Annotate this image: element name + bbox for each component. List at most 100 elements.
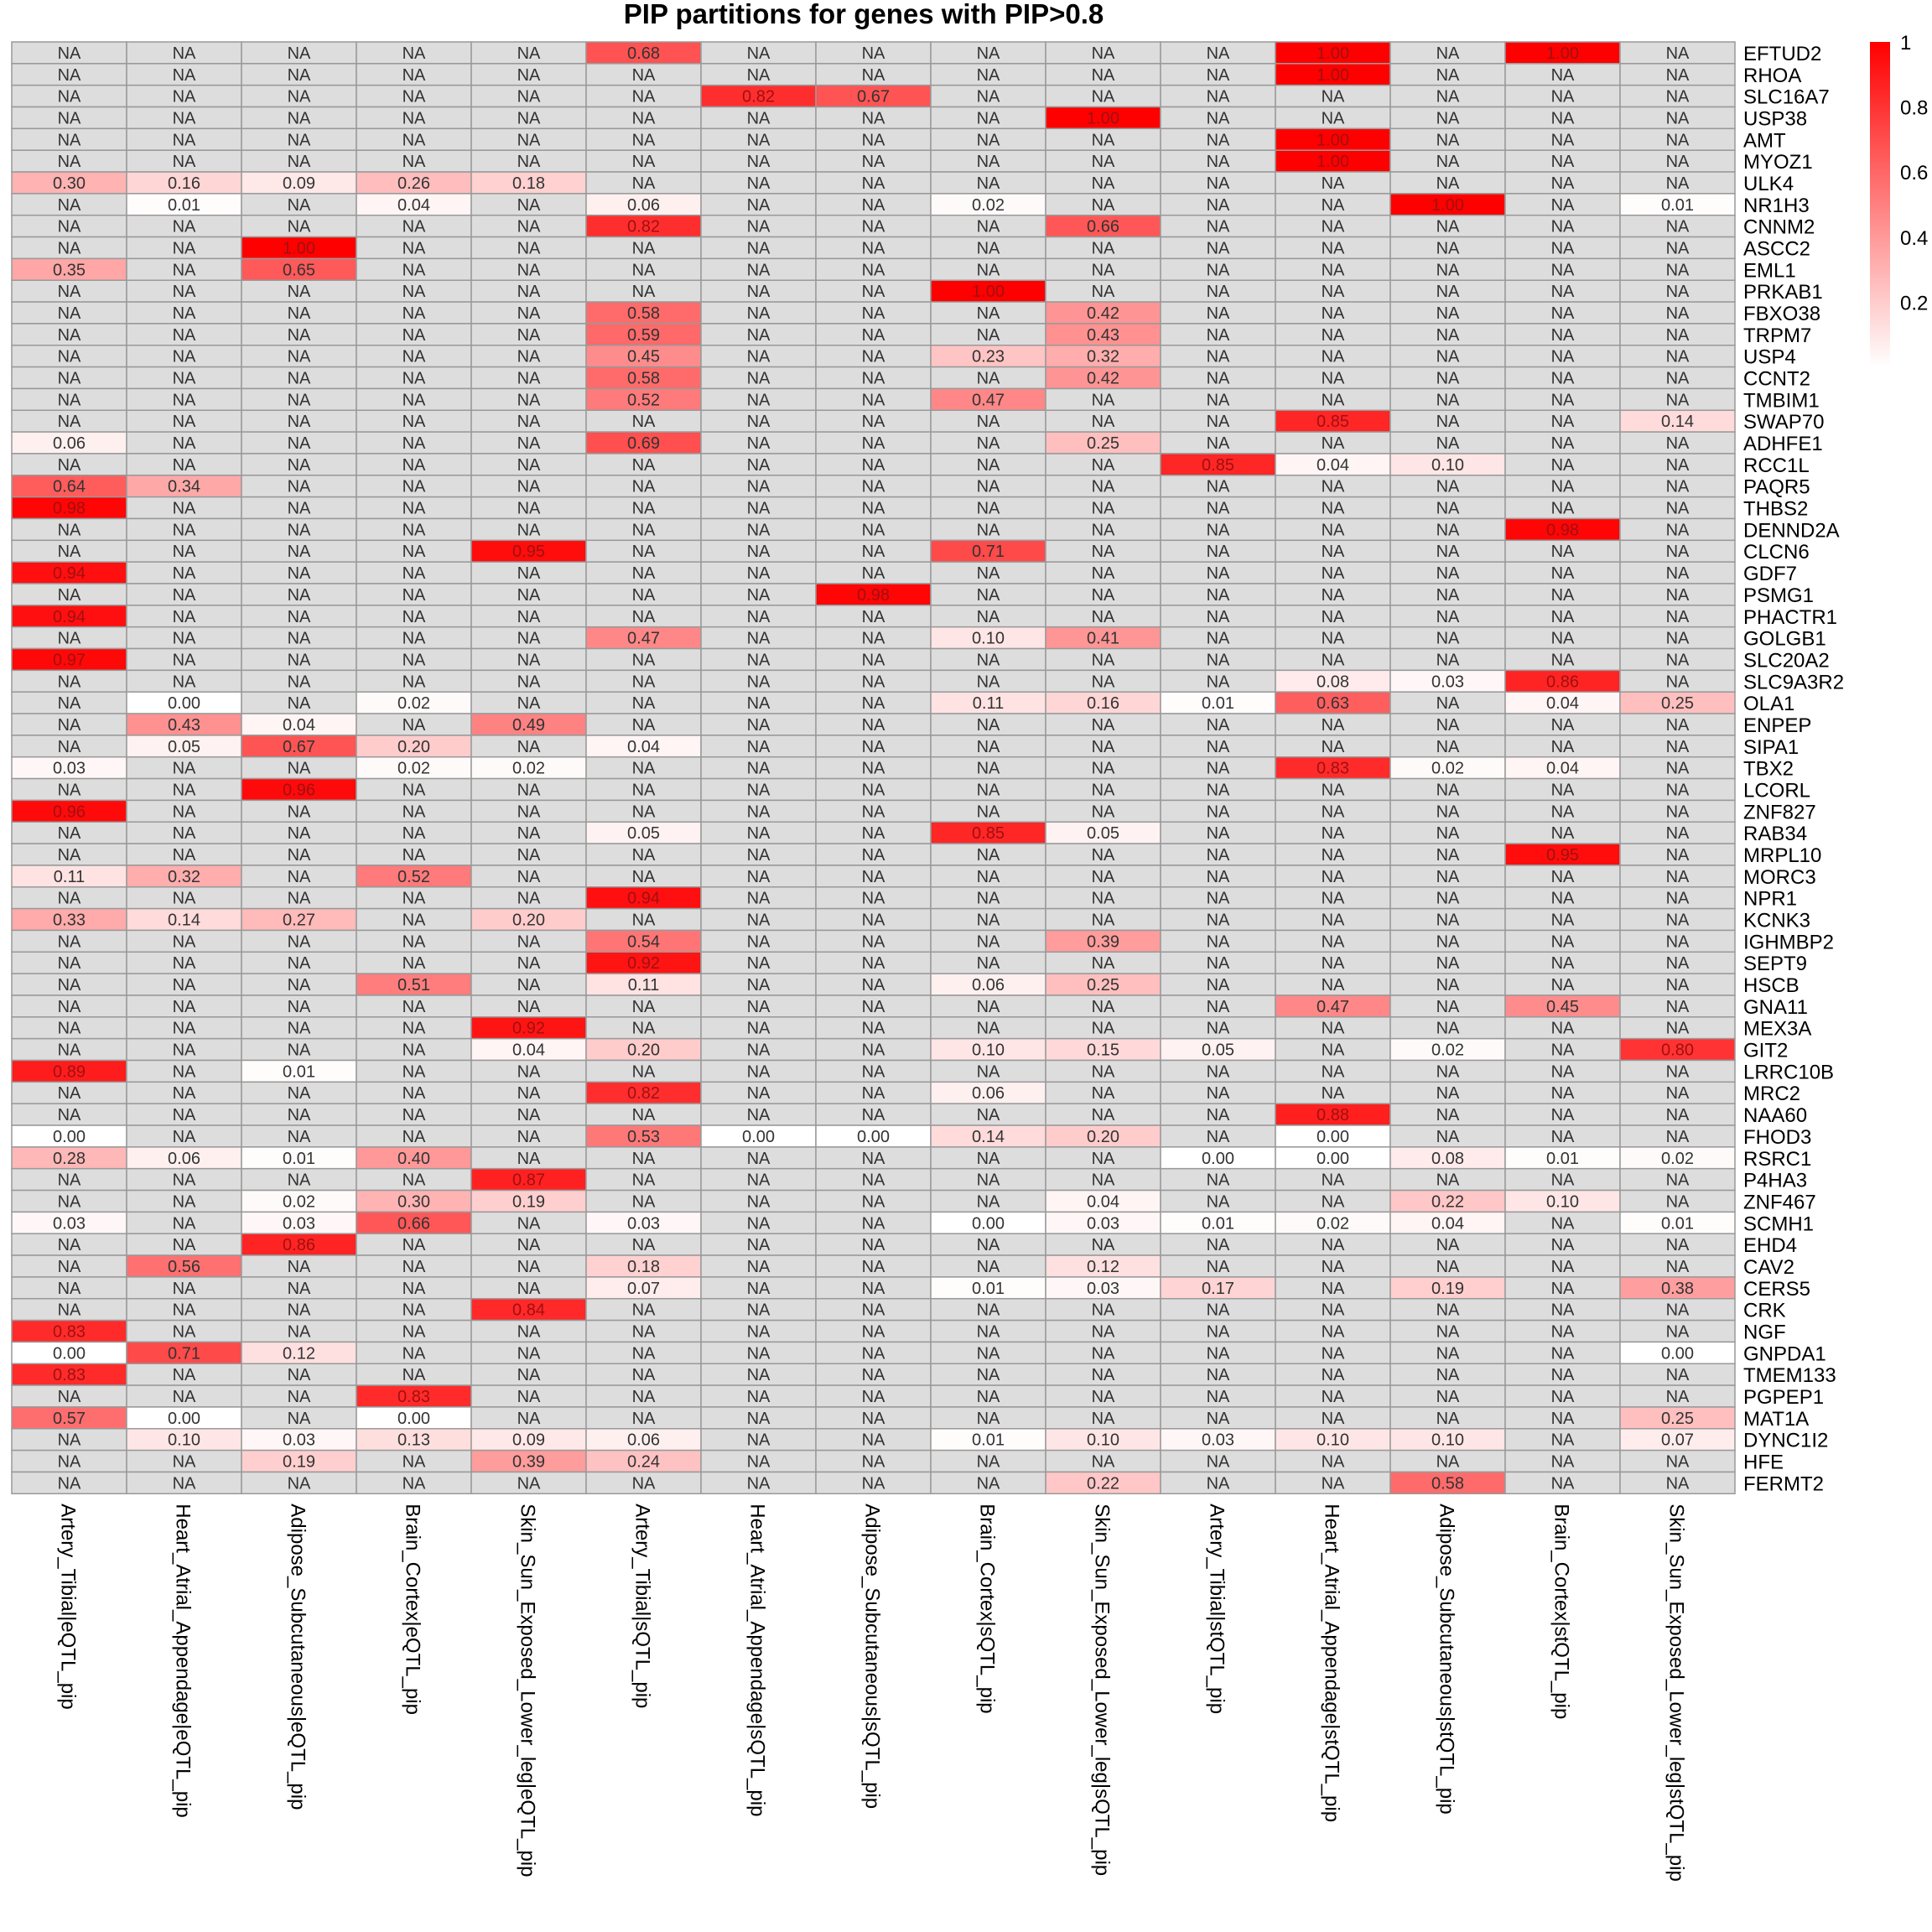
cell-value-label: NA bbox=[1322, 781, 1345, 799]
heatmap-cell bbox=[356, 1254, 472, 1278]
row-label: MRC2 bbox=[1743, 1083, 1800, 1105]
heatmap-cell bbox=[815, 409, 932, 433]
cell-value-label: NA bbox=[1666, 564, 1690, 583]
heatmap-cell bbox=[1504, 1124, 1621, 1148]
cell-value-label: NA bbox=[173, 1192, 196, 1211]
cell-value-label: NA bbox=[173, 932, 196, 951]
cell-value-label: NA bbox=[1092, 239, 1115, 257]
heatmap-cell bbox=[700, 387, 817, 412]
heatmap-cell bbox=[1619, 1233, 1736, 1256]
heatmap-cell bbox=[930, 1297, 1046, 1322]
cell-value-label: NA bbox=[862, 196, 886, 215]
cell-value-label: NA bbox=[1436, 630, 1460, 648]
heatmap-cell bbox=[1619, 301, 1736, 325]
cell-value-label: 0.11 bbox=[54, 868, 85, 886]
cell-value-label: NA bbox=[1436, 781, 1460, 799]
heatmap-cell bbox=[126, 756, 242, 780]
cell-value-label: NA bbox=[1436, 543, 1460, 561]
cell-value-label: NA bbox=[173, 586, 196, 605]
cell-value-label: NA bbox=[58, 370, 81, 388]
cell-value-label: NA bbox=[288, 1106, 311, 1124]
cell-value-label: NA bbox=[58, 1171, 81, 1190]
cell-value-label: NA bbox=[58, 694, 81, 713]
cell-value-label: NA bbox=[58, 586, 81, 605]
cell-value-label: NA bbox=[1551, 1106, 1575, 1124]
cell-value-label: NA bbox=[173, 131, 196, 149]
cell-value-label: NA bbox=[1436, 716, 1460, 735]
row-label: RHOA bbox=[1743, 65, 1801, 87]
cell-value-label: 0.05 bbox=[1202, 1041, 1234, 1060]
heatmap-cell bbox=[1389, 1124, 1506, 1148]
cell-value-label: NA bbox=[1551, 391, 1575, 409]
cell-value-label: NA bbox=[747, 1280, 771, 1298]
cell-value-label: NA bbox=[1666, 932, 1690, 951]
heatmap-cell bbox=[126, 323, 242, 346]
cell-value-label: NA bbox=[402, 88, 426, 106]
row-label: PSMG1 bbox=[1743, 584, 1814, 607]
heatmap-cell bbox=[700, 1428, 817, 1452]
cell-value-label: NA bbox=[1322, 391, 1345, 409]
heatmap-cell bbox=[241, 496, 357, 520]
heatmap-cell bbox=[930, 691, 1046, 714]
cell-value-label: NA bbox=[1666, 218, 1690, 236]
heatmap-cell bbox=[241, 1449, 357, 1473]
cell-value-label: NA bbox=[1436, 131, 1460, 149]
heatmap-cell bbox=[241, 106, 357, 130]
cell-value-label: NA bbox=[1322, 478, 1345, 496]
heatmap-cell bbox=[1389, 1254, 1506, 1278]
cell-value-label: NA bbox=[1436, 174, 1460, 193]
heatmap-cell bbox=[11, 214, 127, 238]
cell-value-label: NA bbox=[747, 846, 771, 865]
cell-value-label: NA bbox=[632, 1410, 656, 1428]
cell-value-label: NA bbox=[1207, 781, 1230, 799]
cell-value-label: NA bbox=[517, 1236, 541, 1254]
cell-value-label: NA bbox=[977, 1453, 1000, 1472]
cell-value-label: NA bbox=[747, 1453, 771, 1472]
cell-value-label: NA bbox=[402, 564, 426, 583]
cell-value-label: 0.95 bbox=[1546, 846, 1579, 865]
row-label: LCORL bbox=[1743, 779, 1810, 802]
heatmap-cell bbox=[241, 735, 357, 758]
cell-value-label: NA bbox=[517, 283, 541, 301]
heatmap-cell bbox=[1504, 1081, 1621, 1104]
row-label: CCNT2 bbox=[1743, 368, 1810, 391]
cell-value-label: NA bbox=[1666, 1106, 1690, 1124]
row-label: GNA11 bbox=[1743, 996, 1808, 1019]
cell-value-label: NA bbox=[288, 88, 311, 106]
cell-value-label: NA bbox=[977, 1366, 1000, 1384]
heatmap-cell bbox=[1045, 626, 1161, 650]
cell-value-label: 0.67 bbox=[283, 738, 315, 756]
heatmap-cell bbox=[1504, 171, 1621, 195]
cell-value-label: 0.40 bbox=[397, 1150, 430, 1168]
heatmap-cell bbox=[1389, 1081, 1506, 1104]
cell-value-label: NA bbox=[1092, 738, 1115, 756]
cell-value-label: NA bbox=[862, 218, 886, 236]
cell-value-label: NA bbox=[173, 998, 196, 1016]
heatmap-cell bbox=[1389, 496, 1506, 520]
cell-value-label: NA bbox=[1436, 109, 1460, 127]
heatmap-cell bbox=[815, 1211, 932, 1234]
cell-value-label: NA bbox=[58, 1258, 81, 1276]
cell-value-label: 0.54 bbox=[627, 932, 660, 951]
heatmap-cell bbox=[356, 929, 472, 953]
cell-value-label: NA bbox=[1551, 1453, 1575, 1472]
heatmap-cell bbox=[1389, 1449, 1506, 1473]
heatmap-cell bbox=[930, 387, 1046, 412]
heatmap-cell bbox=[700, 496, 817, 520]
heatmap-cell bbox=[1504, 106, 1621, 130]
heatmap-cell bbox=[1045, 799, 1161, 823]
cell-value-label: NA bbox=[1322, 651, 1345, 669]
heatmap-cell bbox=[1619, 713, 1736, 736]
cell-value-label: NA bbox=[632, 413, 656, 431]
heatmap-cell bbox=[815, 1037, 932, 1062]
cell-value-label: NA bbox=[58, 348, 81, 366]
cell-value-label: 0.03 bbox=[283, 1214, 315, 1233]
cell-value-label: 0.53 bbox=[627, 1128, 660, 1146]
heatmap-cell bbox=[1160, 713, 1276, 736]
heatmap-cell bbox=[356, 1016, 472, 1040]
heatmap-cell bbox=[1045, 149, 1161, 173]
cell-value-label: NA bbox=[747, 326, 771, 345]
row-label: SCMH1 bbox=[1743, 1213, 1814, 1235]
heatmap-cell bbox=[126, 409, 242, 433]
cell-value-label: NA bbox=[747, 1236, 771, 1254]
